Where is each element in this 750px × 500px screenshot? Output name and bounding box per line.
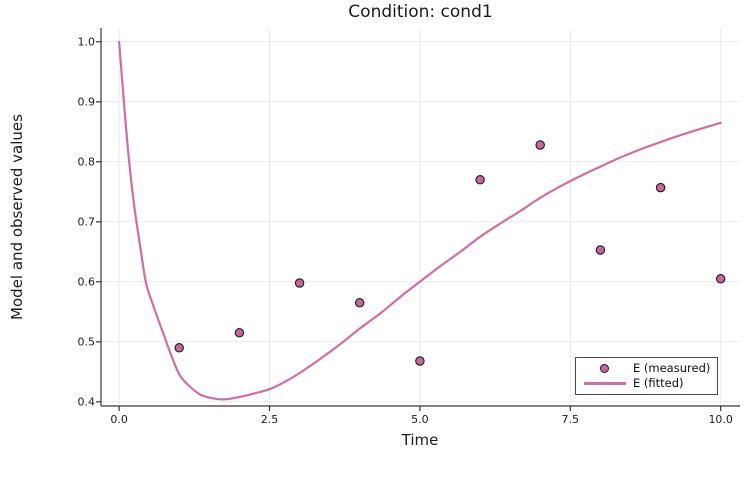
measured-point [415,356,425,366]
x-tick-label: 10.0 [708,413,733,426]
y-tick-label: 1.0 [78,35,96,48]
y-tick-label: 0.5 [78,335,96,348]
measured-point [234,328,245,338]
measured-point [535,140,545,150]
chart-title: Condition: cond1 [348,2,493,22]
fitted-line-icon [584,382,626,385]
measured-point [354,298,365,308]
tick-label-layer: 0.0 2.5 5.0 7.5 10.0 0.4 0.5 0.6 0.7 0.8 0.9 1.0 [78,35,733,426]
legend: E (measured) E (fitted) [575,357,718,395]
measured-point [655,182,666,193]
measured-point [294,278,305,288]
measured-marker-icon [600,364,609,373]
y-tick-label: 0.7 [78,215,96,228]
legend-entry-measured: E (measured) [576,362,717,375]
x-tick-label: 7.5 [562,413,580,426]
x-axis-label: Time [401,431,439,449]
y-axis-label: Model and observed values [8,114,26,320]
legend-fitted-label: E (fitted) [633,376,684,390]
measured-point [595,245,606,255]
legend-entry-fitted: E (fitted) [576,377,717,390]
x-tick-label: 5.0 [411,413,429,426]
y-tick-label: 0.6 [78,275,96,288]
series-layer [118,40,726,401]
axis-layer [96,28,740,411]
measured-point [475,175,485,185]
measured-point [174,343,184,353]
y-tick-label: 0.4 [78,395,96,408]
grid-layer [101,28,740,406]
x-tick-label: 0.0 [110,413,128,426]
measured-point [715,274,726,284]
legend-measured-label: E (measured) [633,361,711,375]
fitted-line [118,40,722,401]
y-tick-label: 0.9 [78,95,96,108]
x-tick-label: 2.5 [261,413,279,426]
y-tick-label: 0.8 [78,155,96,168]
